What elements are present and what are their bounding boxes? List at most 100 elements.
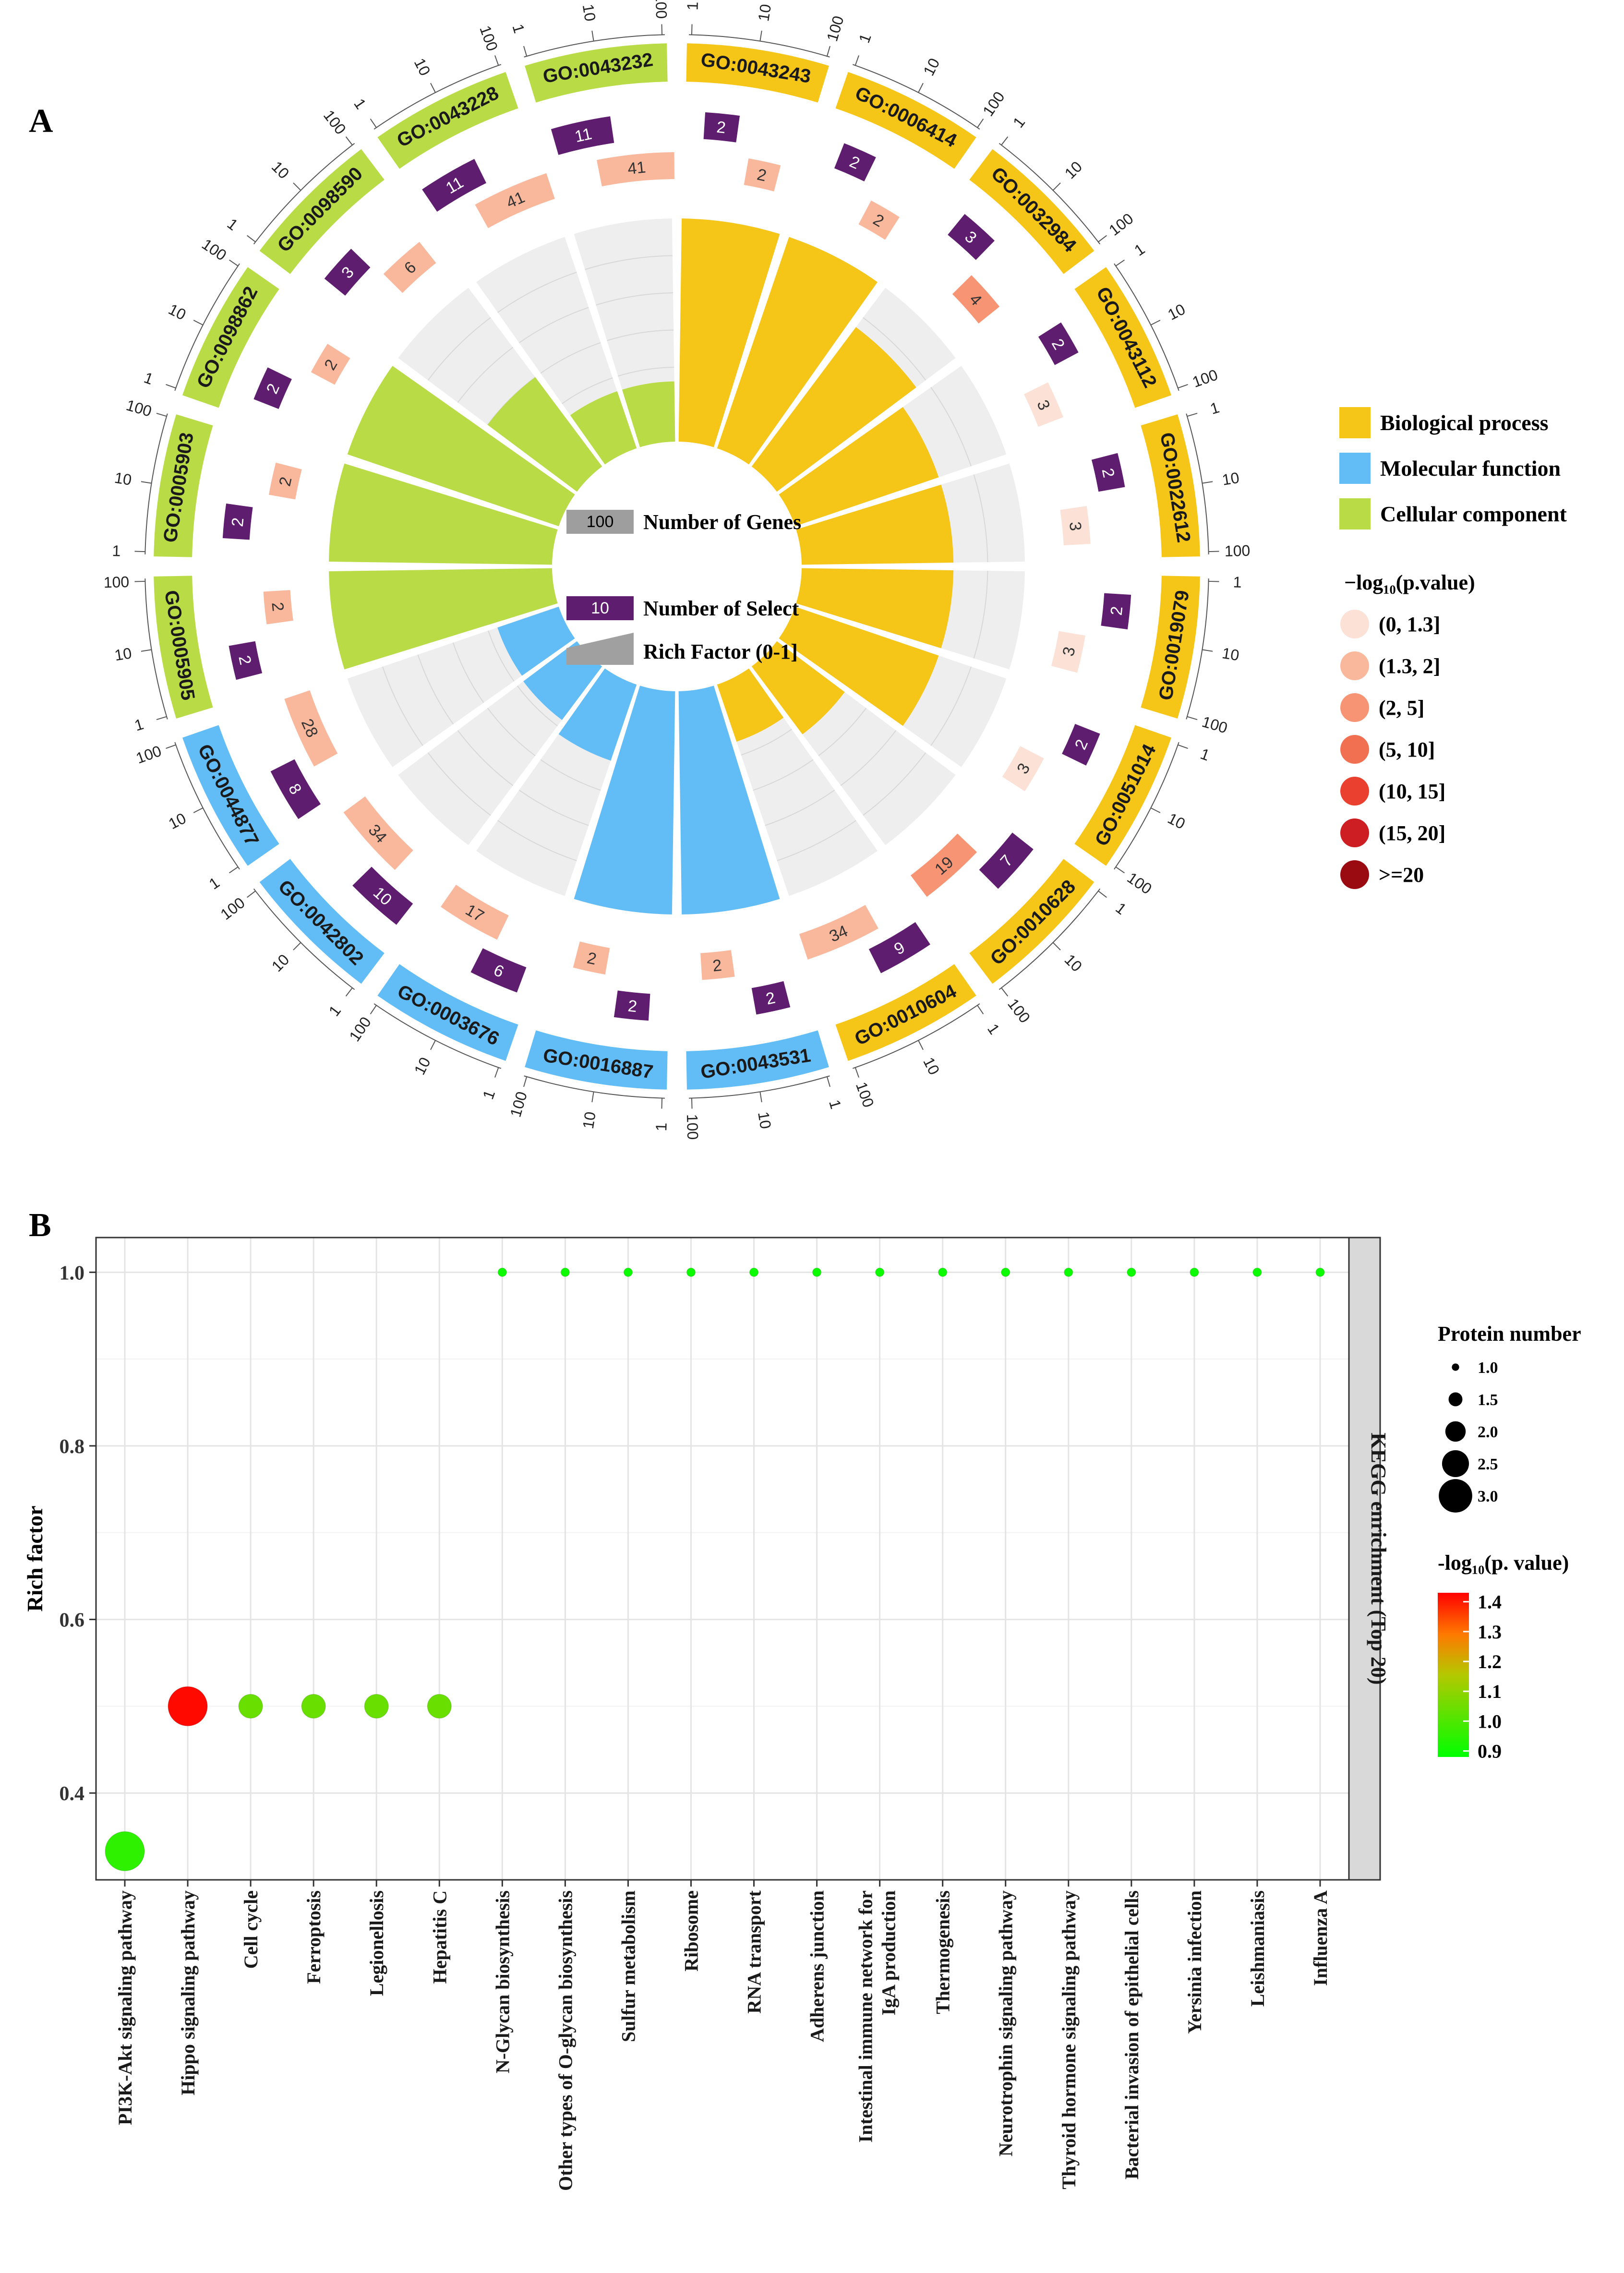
select-count-label: 2 [627,997,638,1016]
go-term-label: GO:0042802 [274,876,368,969]
x-tick-label: RNA transport [744,1890,765,2013]
tick-label: 1 [984,1021,1003,1037]
pvalue-legend-dot [1340,651,1369,680]
y-axis-title: Rich factor [23,1506,47,1612]
tick-axis [689,1075,830,1099]
tick-label: 100 [124,396,154,420]
tick-label: 100 [103,573,129,591]
tick-label: 1 [684,1,701,11]
tick-label: 100 [652,0,670,19]
size-legend-dot [1439,1479,1472,1513]
gene-count-label: 2 [268,601,287,613]
tick-label: 1 [652,1122,670,1131]
tick-mark [854,55,860,66]
rich-legend-label: Rich Factor (0-1] [643,640,798,663]
rich-factor-wedge [329,463,558,565]
color-legend-bar [1438,1593,1469,1757]
tick-label: 10 [579,3,599,23]
select-count-bar [229,641,263,680]
tick-label: 10 [113,644,133,664]
select-count-bar [834,143,876,181]
tick-label: 100 [1224,542,1250,560]
tick-mark [430,83,436,93]
kegg-point [1315,1267,1325,1277]
tick-label: 100 [823,14,847,43]
grid-arc [452,642,484,703]
grid-arc [417,654,454,725]
kegg-point [301,1694,326,1719]
tick-mark [977,119,984,128]
x-tick-label: Yersinia infection [1184,1890,1205,2034]
x-tick-label: Bacterial invasion of epithelial cells [1121,1890,1143,2179]
tick-label: 10 [1221,644,1240,664]
color-legend-label: 1.0 [1478,1710,1502,1732]
tick-mark [1052,942,1061,950]
x-tick-label: Cell cycle [240,1890,262,1969]
grid-arc [382,666,423,746]
x-tick-label: N-Glycan biosynthesis [492,1890,513,2073]
tick-label: 1 [224,215,241,234]
tick-mark [247,235,256,242]
select-count-bar [270,759,321,819]
gene-count-bar [952,275,1000,324]
x-tick-label: Other types of O-glycan biosynthesis [554,1890,576,2191]
pvalue-legend-dot [1340,860,1369,889]
tick-mark [141,649,152,652]
grid-arc [596,292,674,306]
go-term-ring [259,149,385,274]
tick-mark [494,55,499,66]
tick-mark [1115,866,1125,874]
tick-label: 1 [509,22,528,35]
tick-label: 1 [1208,398,1221,418]
tick-label: 1 [1233,573,1242,590]
grid-arc [863,317,926,381]
pvalue-legend-label: (0, 1.3] [1379,613,1440,636]
tick-mark [1115,259,1125,266]
tick-label: 100 [217,894,248,923]
grid-arc [518,789,589,826]
facet-strip-label: KEGG enrichment (Top 20) [1367,1432,1390,1684]
category-legend-label: Cellular component [1380,502,1567,526]
tick-mark [1178,384,1188,389]
rich-factor-wedge [487,377,602,492]
tick-label: 10 [166,301,189,324]
y-tick-label: 0.8 [60,1436,85,1458]
tick-mark [229,866,239,874]
grid-arc [540,342,601,374]
go-term-ring [835,72,976,169]
kegg-point [364,1694,389,1719]
go-term-ring [377,72,518,169]
grid-arc [753,759,814,791]
rich-factor-wedge [678,218,780,447]
panel-b: B 0.4 0.6 0.8 1.0 Rich factor PI3K-Akt signal… [23,1207,1581,2191]
gene-count-label: 41 [627,158,647,178]
size-legend-label: 3.0 [1478,1488,1498,1505]
size-legend-label: 1.5 [1478,1391,1498,1409]
select-count-bar [1091,453,1125,492]
rich-factor-wedge [497,606,575,676]
grid-arc [863,752,926,816]
grid-arc [540,759,601,791]
x-tick-label: Thyroid hormone signaling pathway [1058,1890,1080,2189]
go-term-label: GO:0010628 [986,876,1080,969]
kegg-point [105,1831,145,1872]
pvalue-legend-label: (5, 10] [1379,738,1435,761]
grid-arc [487,708,536,757]
size-legend-label: 1.0 [1478,1359,1498,1377]
tick-mark [370,119,377,128]
tick-mark [591,1092,594,1103]
category-legend: Biological process Molecular function Cell… [1339,407,1567,529]
tick-mark [1202,649,1213,652]
category-legend-label: Biological process [1380,410,1549,435]
plot-panel [96,1238,1349,1880]
kegg-point [938,1267,948,1277]
tick-label: 1 [1010,114,1028,131]
pvalue-legend-label: (10, 15] [1379,780,1445,803]
tick-axis [998,888,1101,990]
size-legend-title: Protein number [1438,1322,1581,1346]
color-legend-label: 1.2 [1478,1651,1502,1672]
tick-axis [174,742,240,870]
select-count-bar [470,948,527,993]
tick-mark [229,259,239,266]
tick-label: 100 [476,23,501,53]
